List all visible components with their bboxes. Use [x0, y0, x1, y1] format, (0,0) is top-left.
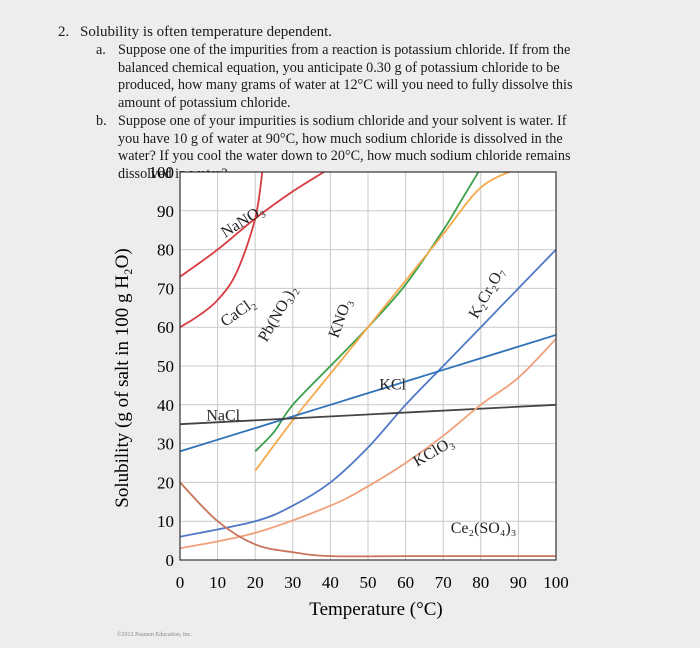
chart-frame [179, 171, 557, 561]
y-tick-label: 80 [157, 241, 174, 260]
copyright-credit: ©2012 Pearson Education, Inc. [117, 631, 193, 638]
series-line-kcl [180, 334, 556, 453]
y-tick-label: 50 [157, 357, 174, 376]
y-tick-labels: 0 10 20 30 40 50 60 70 80 90 100 [149, 163, 175, 570]
x-tick-label: 80 [472, 573, 489, 592]
x-tick-labels: 0 10 20 30 40 50 60 70 80 90 100 [176, 573, 569, 592]
plot-border [179, 171, 557, 561]
chart-grid [179, 171, 557, 561]
x-tick-label: 60 [397, 573, 414, 592]
chart-series [180, 172, 556, 558]
x-tick-label: 0 [176, 573, 185, 592]
x-tick-label: 10 [209, 573, 226, 592]
part-a-text: Suppose one of the impurities from a rea… [118, 42, 573, 111]
curve-label: NaCl [206, 407, 240, 424]
y-tick-label: 30 [157, 435, 174, 454]
x-tick-label: 70 [435, 573, 452, 592]
y-tick-label: 60 [157, 318, 174, 337]
part-b-text: Suppose one of your impurities is sodium… [118, 113, 571, 182]
x-tick-label: 30 [284, 573, 301, 592]
x-axis-label: Temperature (°C) [309, 599, 442, 620]
x-tick-label: 90 [510, 573, 527, 592]
part-b-letter: b. [96, 113, 107, 129]
y-tick-label: 70 [157, 279, 174, 298]
x-tick-label: 20 [247, 573, 264, 592]
question-stem: Solubility is often temperature dependen… [80, 24, 333, 40]
y-tick-label: 20 [157, 473, 174, 492]
y-tick-label: 0 [166, 551, 175, 570]
part-a-letter: a. [96, 42, 106, 58]
question-number: 2. [58, 24, 70, 40]
series-line-kcro [180, 248, 556, 538]
x-tick-label: 100 [543, 573, 569, 592]
y-tick-label: 40 [157, 396, 174, 415]
curve-label: Ce₂(SO₄)₃ [451, 520, 517, 537]
series-line-kclo [180, 338, 556, 550]
x-tick-label: 50 [360, 573, 377, 592]
series-line-nacl [180, 403, 556, 426]
x-tick-label: 40 [322, 573, 339, 592]
series-line-cacl [180, 172, 264, 328]
curve-label: KCl [379, 376, 406, 393]
y-tick-label: 90 [157, 202, 174, 221]
y-axis-label: Solubility (g of salt in 100 g H₂O) [112, 248, 133, 507]
y-tick-label: 100 [149, 163, 175, 182]
series-line-ceso [180, 481, 556, 558]
y-tick-label: 10 [157, 512, 174, 531]
